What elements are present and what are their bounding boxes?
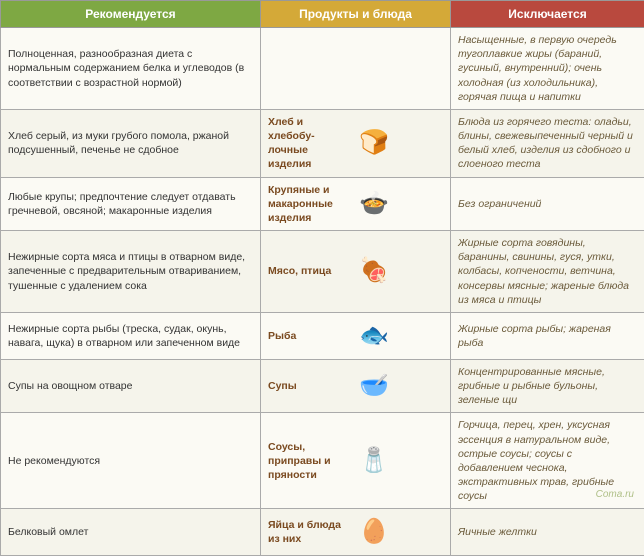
cell-excluded: Без ограничений bbox=[451, 177, 644, 231]
product-label: Яйца и блюда из них bbox=[268, 518, 348, 546]
product-label: Соусы, приправы и пряности bbox=[268, 440, 348, 483]
product-icon: 🍞 bbox=[354, 125, 394, 161]
cell-recommended: Супы на овощном отваре bbox=[1, 359, 261, 413]
header-excluded: Исключается bbox=[451, 1, 644, 28]
cell-excluded: Блюда из горячего теста: оладьи, блины, … bbox=[451, 109, 644, 177]
product-icon: 🍲 bbox=[354, 186, 394, 222]
cell-recommended: Нежирные сорта мяса и птицы в отварном в… bbox=[1, 231, 261, 313]
cell-product: Крупяные и макаронные изделия🍲 bbox=[261, 177, 451, 231]
cell-product bbox=[261, 28, 451, 110]
product-label: Крупяные и макаронные изделия bbox=[268, 183, 348, 226]
cell-excluded: Жирные сорта говядины, баранины, свинины… bbox=[451, 231, 644, 313]
product-label: Рыба bbox=[268, 329, 348, 343]
watermark: Coma.ru bbox=[596, 489, 634, 500]
cell-product: Яйца и блюда из них🥚 bbox=[261, 509, 451, 556]
table-row: Нежирные сорта мяса и птицы в отварном в… bbox=[1, 231, 644, 313]
product-label: Супы bbox=[268, 379, 348, 393]
product-icon: 🍖 bbox=[354, 253, 394, 289]
table-row: Полноценная, разнообразная диета с норма… bbox=[1, 28, 644, 110]
cell-excluded: Насыщенные, в первую очередь тугоплавкие… bbox=[451, 28, 644, 110]
table-row: Не рекомендуютсяСоусы, приправы и прянос… bbox=[1, 413, 644, 509]
product-label: Хлеб и хлебобу­лочные изделия bbox=[268, 115, 348, 172]
cell-product: Супы 🥣 bbox=[261, 359, 451, 413]
table-row: Белковый омлетЯйца и блюда из них🥚Яичные… bbox=[1, 509, 644, 556]
header-products: Продукты и блюда bbox=[261, 1, 451, 28]
cell-product: Рыба 🐟 bbox=[261, 312, 451, 359]
table-row: Любые крупы; предпочтение следует отдава… bbox=[1, 177, 644, 231]
cell-recommended: Любые крупы; предпочтение следует отдава… bbox=[1, 177, 261, 231]
product-icon: 🧂 bbox=[354, 443, 394, 479]
product-icon: 🐟 bbox=[354, 318, 394, 354]
header-row: Рекомендуется Продукты и блюда Исключает… bbox=[1, 1, 644, 28]
table-row: Супы на овощном отваре Супы 🥣 Концентрирова… bbox=[1, 359, 644, 413]
cell-recommended: Хлеб серый, из муки грубого помола, ржан… bbox=[1, 109, 261, 177]
table-row: Хлеб серый, из муки грубого помола, ржан… bbox=[1, 109, 644, 177]
cell-recommended: Белковый омлет bbox=[1, 509, 261, 556]
product-label: Мясо, птица bbox=[268, 264, 348, 278]
header-recommended: Рекомендуется bbox=[1, 1, 261, 28]
cell-product: Мясо, птица 🍖 bbox=[261, 231, 451, 313]
cell-excluded: Жирные сорта рыбы; жареная рыба bbox=[451, 312, 644, 359]
product-icon: 🥚 bbox=[354, 514, 394, 550]
cell-recommended: Нежирные сорта рыбы (треска, судак, окун… bbox=[1, 312, 261, 359]
cell-product: Хлеб и хлебобу­лочные изделия🍞 bbox=[261, 109, 451, 177]
cell-recommended: Не рекомендуются bbox=[1, 413, 261, 509]
cell-recommended: Полноценная, разнообразная диета с норма… bbox=[1, 28, 261, 110]
cell-product: Соусы, приправы и пряности🧂 bbox=[261, 413, 451, 509]
product-icon: 🥣 bbox=[354, 368, 394, 404]
cell-excluded: Концентрированные мясные, грибные и рыбн… bbox=[451, 359, 644, 413]
cell-excluded: Яичные желтки bbox=[451, 509, 644, 556]
table-row: Нежирные сорта рыбы (треска, судак, окун… bbox=[1, 312, 644, 359]
diet-table: Рекомендуется Продукты и блюда Исключает… bbox=[0, 0, 644, 556]
